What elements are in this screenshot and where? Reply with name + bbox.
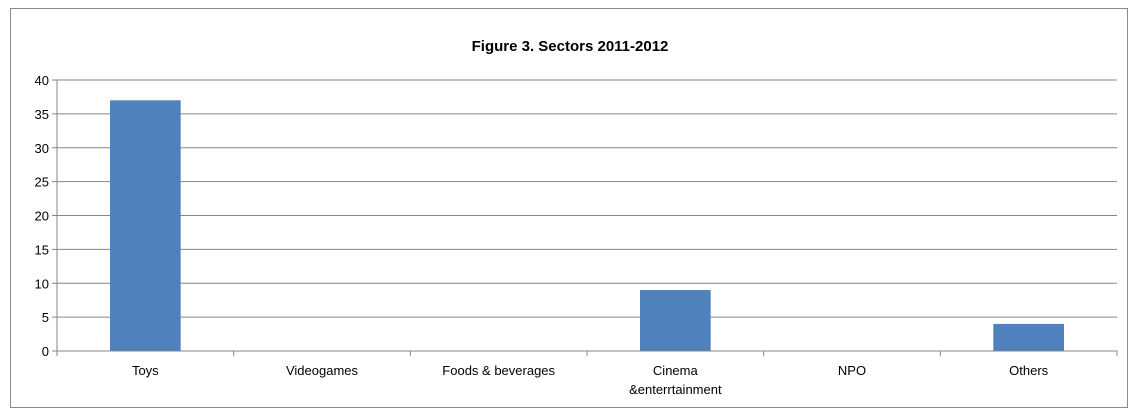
x-category-label: Videogames (286, 363, 359, 378)
bar-3 (640, 290, 711, 351)
y-tick-label: 30 (35, 141, 49, 156)
y-tick-label: 5 (42, 310, 49, 325)
x-category-label: Cinema &enterrtainment (629, 363, 722, 397)
bar-5 (993, 323, 1064, 351)
x-category-label: NPO (838, 363, 866, 378)
x-category-label: Foods & beverages (442, 363, 555, 378)
bars (110, 100, 1064, 351)
y-tick-label: 40 (35, 73, 49, 88)
x-category-labels: Toys Videogames Foods & beverages Cinema &en… (132, 363, 1049, 397)
axes (56, 80, 1118, 356)
y-tick-label: 20 (35, 209, 49, 224)
y-tick-labels: 0 5 10 15 20 25 30 35 40 (35, 73, 49, 359)
x-category-label: Toys (132, 363, 159, 378)
x-category-label: Others (1009, 363, 1049, 378)
y-tick-label: 35 (35, 107, 49, 122)
bar-0 (110, 100, 181, 351)
y-tick-label: 0 (42, 344, 49, 359)
y-tick-label: 15 (35, 242, 49, 257)
gridlines (52, 79, 1117, 352)
chart-title: Figure 3. Sectors 2011-2012 (472, 38, 669, 55)
chart-frame: Figure 3. Sectors 2011-2012 0 5 10 15 20 25 30… (10, 8, 1128, 408)
y-tick-label: 25 (35, 175, 49, 190)
y-tick-label: 10 (35, 276, 49, 291)
bar-chart: Figure 3. Sectors 2011-2012 0 5 10 15 20 25 30… (35, 38, 1118, 397)
